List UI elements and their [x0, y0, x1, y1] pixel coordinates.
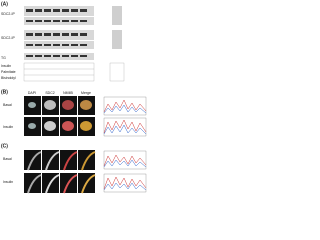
- row-label: Basal: [3, 103, 12, 107]
- blots: [24, 6, 122, 60]
- blot-label: SDC2-IP: [1, 12, 15, 16]
- panel-label: (A): [1, 1, 8, 7]
- micrographs: [24, 150, 96, 194]
- figure: (A) SDC2-IP SDC2-IP TG Insulin Palmitate…: [1, 1, 147, 194]
- column-label: NMIIB: [63, 91, 73, 95]
- condition-table: [23, 62, 125, 82]
- column-label: DAPI: [28, 91, 36, 95]
- condition-label: Bisindolyl: [1, 76, 16, 80]
- column-label: Merge: [81, 91, 91, 95]
- row-label: Basal: [3, 157, 12, 161]
- column-label: SDC2: [45, 91, 54, 95]
- panel-label: (C): [1, 143, 8, 149]
- micrographs: [24, 96, 95, 136]
- row-label: Insulin: [3, 125, 13, 129]
- condition-label: Palmitate: [1, 70, 16, 74]
- blot-label: TG: [1, 56, 6, 60]
- profile-plots: [103, 150, 147, 193]
- condition-label: Insulin: [1, 64, 11, 68]
- profile-plots: [103, 96, 147, 137]
- blot-label: SDC2-IP: [1, 36, 15, 40]
- row-label: Insulin: [3, 180, 13, 184]
- panel-label: (B): [1, 89, 8, 95]
